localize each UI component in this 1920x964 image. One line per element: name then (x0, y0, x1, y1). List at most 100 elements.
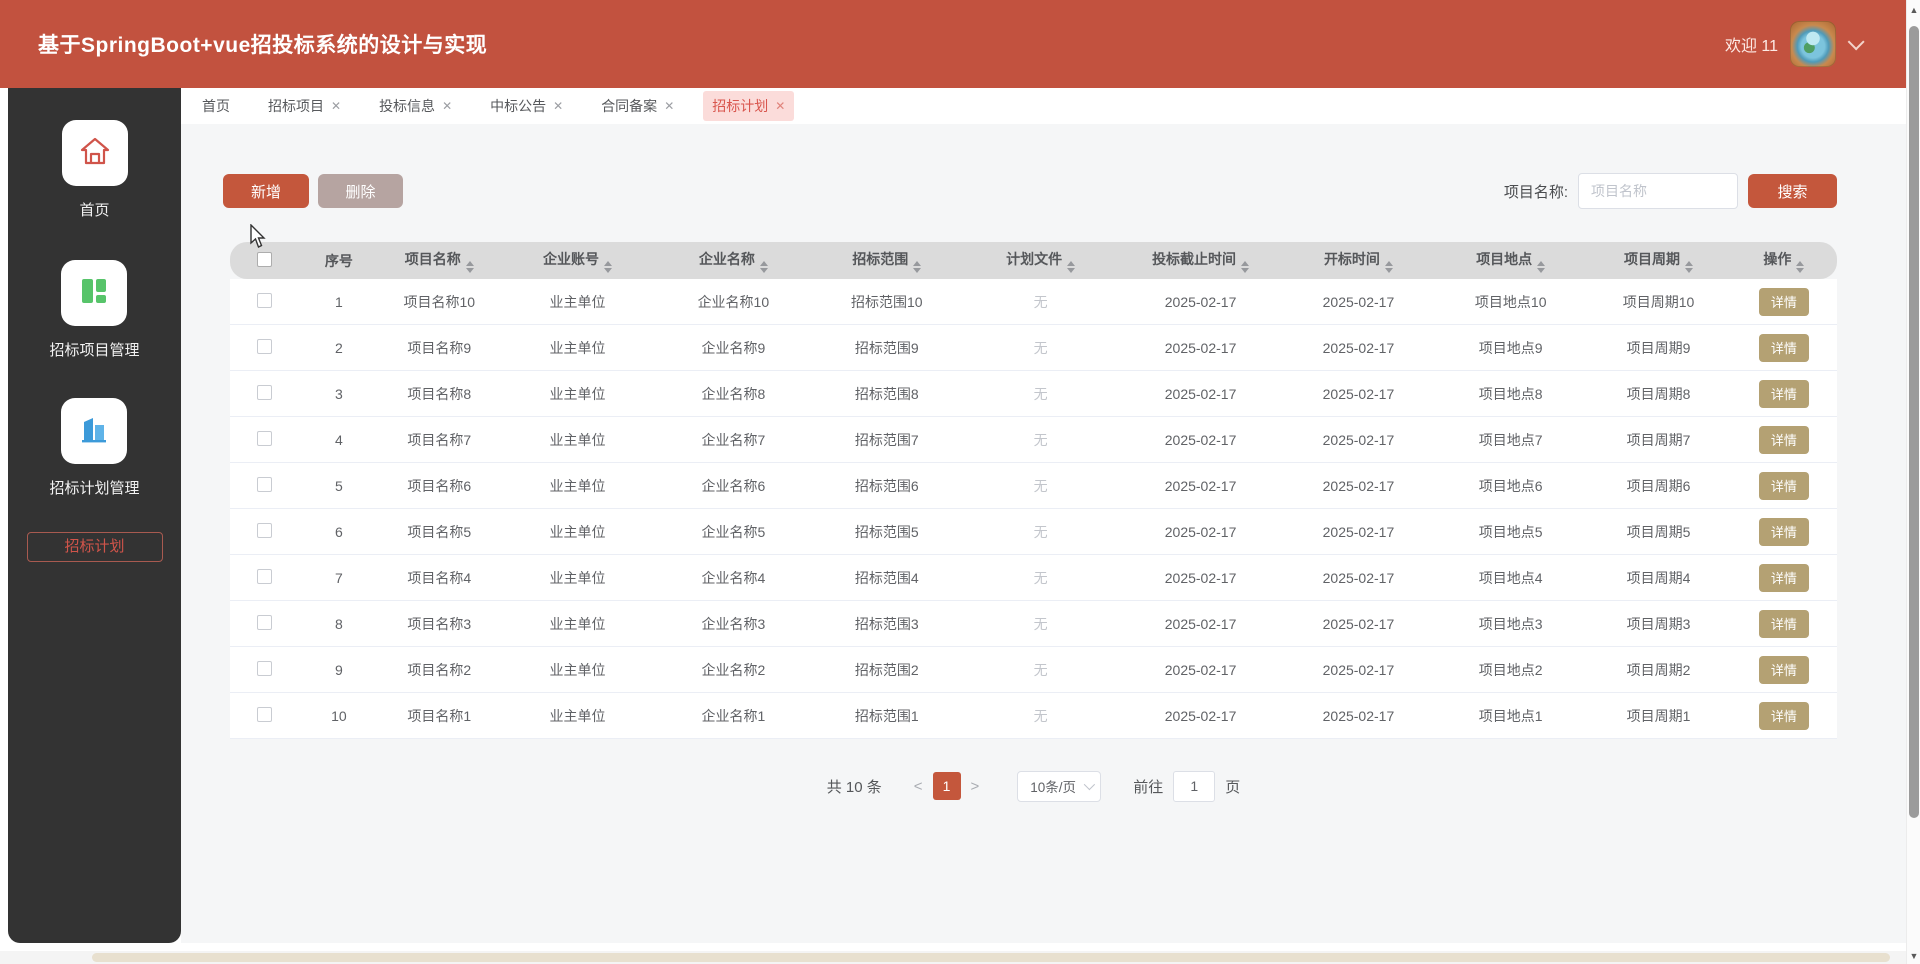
detail-button[interactable]: 详情 (1758, 425, 1809, 454)
column-header-account[interactable]: 企业账号 (499, 242, 656, 279)
close-icon[interactable]: ✕ (553, 99, 564, 113)
column-header-company[interactable]: 企业名称 (655, 242, 812, 279)
page-size-select[interactable]: 10条/页 (1017, 770, 1102, 802)
sort-icon[interactable] (1241, 260, 1250, 273)
close-icon[interactable]: ✕ (775, 99, 786, 113)
sidebar-item-1[interactable]: 首页 (61, 120, 128, 220)
vertical-scrollbar[interactable]: ▲ ▼ (1906, 0, 1920, 964)
sort-icon[interactable] (1537, 260, 1546, 273)
sort-desc-icon[interactable] (1796, 267, 1805, 273)
scroll-down-icon[interactable]: ▼ (1909, 951, 1919, 961)
chevron-down-icon[interactable] (1847, 33, 1865, 51)
tab-首页[interactable]: 首页 (193, 91, 239, 121)
row-checkbox[interactable] (257, 430, 273, 446)
sort-icon[interactable] (1384, 260, 1393, 273)
sort-asc-icon[interactable] (1685, 260, 1694, 266)
row-checkbox-cell (230, 647, 300, 693)
cell-deadline: 2025-02-17 (1119, 601, 1282, 647)
sidebar-item-3[interactable]: 招标计划管理 (49, 398, 140, 498)
sort-desc-icon[interactable] (1067, 267, 1076, 273)
sort-asc-icon[interactable] (913, 260, 922, 266)
add-button[interactable]: 新增 (223, 174, 309, 208)
page-number-active[interactable]: 1 (932, 772, 961, 800)
prev-page-button[interactable]: < (904, 778, 933, 795)
sort-icon[interactable] (913, 260, 922, 273)
row-checkbox[interactable] (257, 292, 273, 308)
search-button[interactable]: 搜索 (1748, 174, 1837, 208)
scroll-up-icon[interactable]: ▲ (1909, 5, 1919, 15)
column-header-plan_file[interactable]: 计划文件 (961, 242, 1120, 279)
close-icon[interactable]: ✕ (442, 99, 453, 113)
row-checkbox[interactable] (257, 568, 273, 584)
sort-icon[interactable] (1796, 260, 1805, 273)
row-checkbox[interactable] (257, 614, 273, 630)
horizontal-scrollbar[interactable] (0, 951, 1906, 964)
sort-desc-icon[interactable] (1685, 267, 1694, 273)
sort-desc-icon[interactable] (465, 267, 474, 273)
sort-desc-icon[interactable] (603, 267, 612, 273)
sort-asc-icon[interactable] (465, 260, 474, 266)
column-header-project_name[interactable]: 项目名称 (378, 242, 500, 279)
tab-招标项目[interactable]: 招标项目 ✕ (259, 91, 350, 121)
detail-button[interactable]: 详情 (1758, 333, 1809, 362)
sort-asc-icon[interactable] (603, 260, 612, 266)
tab-合同备案[interactable]: 合同备案 ✕ (592, 91, 683, 121)
select-all-checkbox[interactable] (257, 251, 273, 267)
delete-button[interactable]: 删除 (318, 174, 403, 208)
sort-asc-icon[interactable] (1384, 260, 1393, 266)
row-checkbox[interactable] (257, 476, 273, 492)
column-header-deadline[interactable]: 投标截止时间 (1119, 242, 1282, 279)
column-header-location[interactable]: 项目地点 (1435, 242, 1587, 279)
sort-icon[interactable] (1685, 260, 1694, 273)
vertical-scrollbar-thumb[interactable] (1909, 26, 1919, 818)
user-menu[interactable]: 欢迎 11 (1725, 21, 1865, 67)
cell-plan_file: 无 (961, 693, 1120, 739)
sort-desc-icon[interactable] (1537, 267, 1546, 273)
sidebar-submenu-active[interactable]: 招标计划 (26, 532, 163, 562)
row-checkbox[interactable] (257, 660, 273, 676)
detail-button[interactable]: 详情 (1758, 471, 1809, 500)
sort-icon[interactable] (603, 260, 612, 273)
sort-asc-icon[interactable] (1796, 260, 1805, 266)
sort-icon[interactable] (759, 260, 768, 273)
sort-icon[interactable] (465, 260, 474, 273)
detail-button[interactable]: 详情 (1758, 655, 1809, 684)
tab-中标公告[interactable]: 中标公告 ✕ (481, 91, 572, 121)
row-checkbox[interactable] (257, 706, 273, 722)
detail-button[interactable]: 详情 (1758, 701, 1809, 730)
detail-button[interactable]: 详情 (1758, 563, 1809, 592)
close-icon[interactable]: ✕ (331, 99, 342, 113)
sort-desc-icon[interactable] (913, 267, 922, 273)
row-checkbox[interactable] (257, 522, 273, 538)
row-checkbox[interactable] (257, 338, 273, 354)
tab-投标信息[interactable]: 投标信息 ✕ (370, 91, 461, 121)
next-page-button[interactable]: > (961, 778, 990, 795)
detail-button[interactable]: 详情 (1758, 517, 1809, 546)
sort-desc-icon[interactable] (1384, 267, 1393, 273)
cell-open_time: 2025-02-17 (1281, 463, 1436, 509)
project-name-input[interactable] (1578, 173, 1738, 209)
column-header-open_time[interactable]: 开标时间 (1281, 242, 1436, 279)
detail-button[interactable]: 详情 (1758, 609, 1809, 638)
cell-location: 项目地点2 (1435, 647, 1587, 693)
close-icon[interactable]: ✕ (664, 99, 675, 113)
sort-asc-icon[interactable] (1241, 260, 1250, 266)
avatar[interactable] (1790, 21, 1836, 67)
horizontal-scrollbar-thumb[interactable] (92, 953, 1890, 962)
goto-page-input[interactable] (1173, 770, 1216, 802)
tab-招标计划[interactable]: 招标计划 ✕ (703, 91, 795, 121)
column-header-action[interactable]: 操作 (1730, 242, 1837, 279)
detail-button[interactable]: 详情 (1758, 379, 1809, 408)
detail-button[interactable]: 详情 (1758, 287, 1809, 316)
sort-desc-icon[interactable] (1241, 267, 1250, 273)
sidebar-item-2[interactable]: 招标项目管理 (49, 260, 140, 360)
mouse-cursor (250, 224, 266, 248)
sort-asc-icon[interactable] (1537, 260, 1546, 266)
row-checkbox[interactable] (257, 384, 273, 400)
column-header-period[interactable]: 项目周期 (1586, 242, 1731, 279)
sort-asc-icon[interactable] (1067, 260, 1076, 266)
sort-icon[interactable] (1067, 260, 1076, 273)
sort-desc-icon[interactable] (759, 267, 768, 273)
column-header-scope[interactable]: 招标范围 (811, 242, 962, 279)
sort-asc-icon[interactable] (759, 260, 768, 266)
